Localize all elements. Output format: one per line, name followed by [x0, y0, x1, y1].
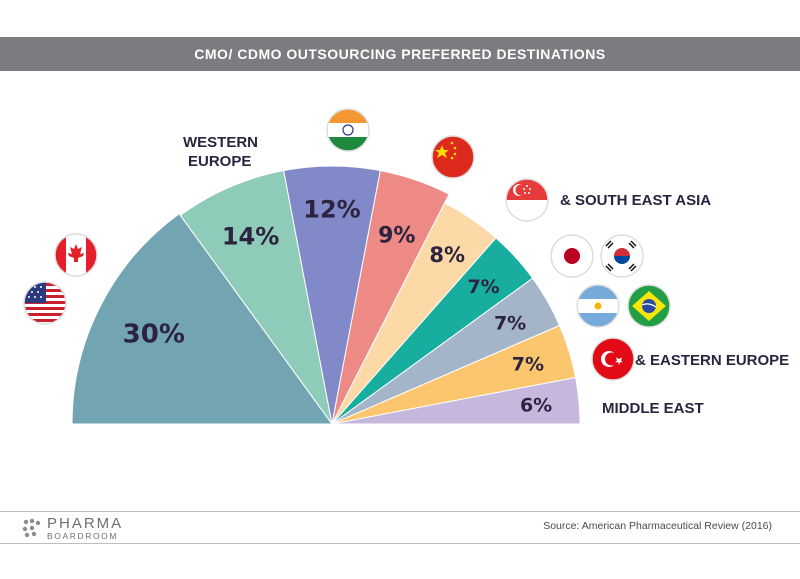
usa-flag-icon	[24, 282, 66, 324]
pie-slice-9	[331, 376, 581, 425]
brazil-flag-icon	[628, 285, 670, 327]
slice-label-5: 8%	[429, 243, 465, 267]
chart-title: CMO/ CDMO OUTSOURCING PREFERRED DESTINAT…	[0, 37, 800, 71]
slice-label-3: 12%	[303, 196, 360, 224]
logo-text-boardroom: BOARDROOM	[47, 530, 119, 541]
logo-dots-icon	[22, 518, 41, 538]
singapore-flag-icon	[506, 179, 548, 221]
china-flag-icon	[432, 136, 474, 178]
slice-label-9: 6%	[520, 395, 552, 417]
region-label-eastern-europe: & EASTERN EUROPE	[635, 352, 789, 369]
slice-label-7: 7%	[494, 312, 526, 334]
slices-group	[71, 165, 581, 425]
region-label-western-europe-line1: WESTERN	[183, 134, 258, 151]
pie-slice-4	[331, 169, 450, 425]
pie-slice-1	[71, 212, 333, 425]
turkey-flag-icon	[592, 338, 634, 380]
slice-label-6: 7%	[467, 276, 499, 298]
south-korea-flag-icon	[601, 235, 643, 277]
pharma-boardroom-logo: PHARMA BOARDROOM	[22, 515, 123, 541]
japan-flag-icon	[551, 235, 593, 277]
logo-text-pharma: PHARMA	[47, 514, 124, 532]
slice-label-4: 9%	[378, 224, 415, 249]
pie-slice-2	[179, 169, 333, 425]
percentage-labels-group: 30%14%12%9%8%7%7%7%6%	[123, 196, 553, 417]
slice-label-8: 7%	[512, 354, 544, 376]
slice-label-2: 14%	[222, 223, 279, 251]
footer-divider-top	[0, 511, 800, 512]
region-label-south-east-asia: & SOUTH EAST ASIA	[560, 192, 711, 209]
slice-label-1: 30%	[123, 320, 185, 350]
source-citation: Source: American Pharmaceutical Review (…	[543, 520, 772, 532]
region-label-middle-east: MIDDLE EAST	[602, 400, 704, 417]
canada-flag-icon	[55, 234, 97, 276]
footer-divider-bottom	[0, 543, 800, 544]
region-label-western-europe-line2: EUROPE	[188, 153, 251, 170]
